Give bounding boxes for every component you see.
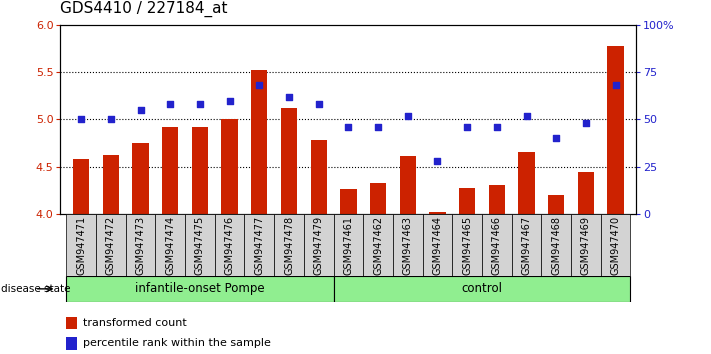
Point — [343, 124, 354, 130]
Point — [75, 117, 87, 122]
Text: GSM947478: GSM947478 — [284, 216, 294, 275]
Bar — [393, 214, 422, 276]
Point — [550, 136, 562, 141]
Text: GSM947469: GSM947469 — [581, 216, 591, 275]
Text: GSM947473: GSM947473 — [136, 216, 146, 275]
Text: GSM947467: GSM947467 — [521, 216, 532, 275]
Bar — [578, 172, 594, 214]
Bar — [73, 159, 90, 214]
Bar — [571, 214, 601, 276]
Bar — [192, 127, 208, 214]
Text: GSM947465: GSM947465 — [462, 216, 472, 275]
Text: disease state: disease state — [1, 284, 70, 294]
Point — [313, 102, 324, 107]
Point — [135, 107, 146, 113]
Bar — [102, 155, 119, 214]
Bar — [66, 276, 333, 302]
Text: transformed count: transformed count — [83, 318, 187, 328]
Text: GSM947461: GSM947461 — [343, 216, 353, 275]
Text: percentile rank within the sample: percentile rank within the sample — [83, 338, 272, 348]
Bar — [459, 188, 475, 214]
Bar — [215, 214, 245, 276]
Text: GSM947472: GSM947472 — [106, 216, 116, 275]
Bar — [66, 214, 96, 276]
Point — [164, 102, 176, 107]
Bar — [607, 46, 624, 214]
Bar — [341, 189, 356, 214]
Text: GSM947466: GSM947466 — [492, 216, 502, 275]
Point — [461, 124, 473, 130]
Text: GDS4410 / 227184_at: GDS4410 / 227184_at — [60, 1, 228, 17]
Bar — [96, 214, 126, 276]
Point — [402, 113, 414, 119]
Bar — [126, 214, 156, 276]
Bar — [251, 70, 267, 214]
Bar — [548, 195, 565, 214]
Bar — [66, 337, 77, 350]
Bar — [488, 185, 505, 214]
Text: GSM947475: GSM947475 — [195, 216, 205, 275]
Text: GSM947474: GSM947474 — [165, 216, 176, 275]
Text: GSM947476: GSM947476 — [225, 216, 235, 275]
Point — [610, 82, 621, 88]
Bar — [512, 214, 541, 276]
Point — [254, 82, 265, 88]
Text: GSM947468: GSM947468 — [551, 216, 561, 275]
Point — [491, 124, 503, 130]
Bar — [304, 214, 333, 276]
Bar — [66, 316, 77, 329]
Bar — [274, 214, 304, 276]
Bar — [422, 214, 452, 276]
Text: GSM947462: GSM947462 — [373, 216, 383, 275]
Text: GSM947464: GSM947464 — [432, 216, 442, 275]
Bar — [222, 119, 237, 214]
Bar — [185, 214, 215, 276]
Text: GSM947463: GSM947463 — [402, 216, 413, 275]
Bar — [311, 140, 327, 214]
Bar — [400, 156, 416, 214]
Point — [105, 117, 117, 122]
Bar — [452, 214, 482, 276]
Text: control: control — [461, 282, 503, 295]
Bar — [162, 127, 178, 214]
Point — [194, 102, 205, 107]
Bar — [601, 214, 631, 276]
Bar — [370, 183, 386, 214]
Bar — [363, 214, 393, 276]
Bar — [482, 214, 512, 276]
Point — [432, 158, 443, 164]
Bar — [333, 276, 631, 302]
Bar — [156, 214, 185, 276]
Bar — [245, 214, 274, 276]
Point — [373, 124, 384, 130]
Bar — [518, 152, 535, 214]
Text: infantile-onset Pompe: infantile-onset Pompe — [135, 282, 264, 295]
Point — [521, 113, 533, 119]
Text: GSM947477: GSM947477 — [255, 216, 264, 275]
Point — [580, 120, 592, 126]
Point — [283, 94, 294, 99]
Bar — [132, 143, 149, 214]
Point — [224, 98, 235, 103]
Bar — [429, 212, 446, 214]
Text: GSM947471: GSM947471 — [76, 216, 86, 275]
Bar — [541, 214, 571, 276]
Bar — [333, 214, 363, 276]
Text: GSM947479: GSM947479 — [314, 216, 324, 275]
Text: GSM947470: GSM947470 — [611, 216, 621, 275]
Bar — [281, 108, 297, 214]
